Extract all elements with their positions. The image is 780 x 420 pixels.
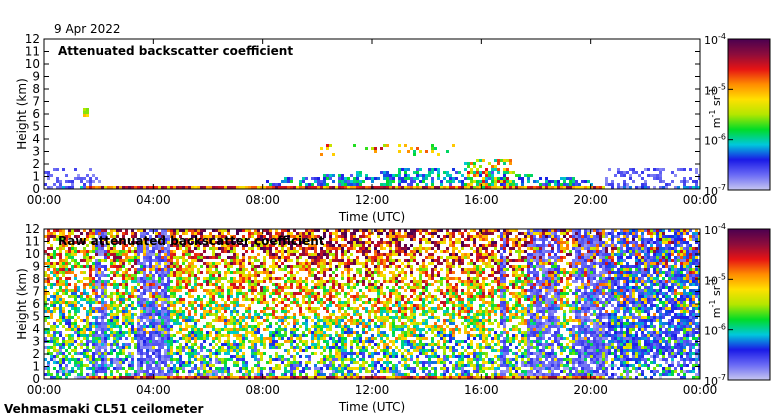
y-axis-label: Height (km): [15, 268, 29, 339]
panel-attenuated-backscatter: Attenuated backscatter coefficient012345…: [15, 32, 771, 224]
y-tick-label: 7: [32, 95, 40, 109]
y-tick-label: 11: [25, 45, 40, 59]
colorbar-tick-label: 10-5: [704, 272, 726, 287]
panel-title: Attenuated backscatter coefficient: [58, 44, 293, 58]
y-tick-label: 5: [32, 310, 40, 324]
y-tick-label: 12: [25, 32, 40, 46]
colorbar-tick-label: 10-4: [704, 32, 726, 47]
y-tick-label: 8: [32, 272, 40, 286]
y-tick-label: 10: [25, 247, 40, 261]
colorbar-tick-label: 10-7: [704, 373, 726, 388]
y-tick-label: 5: [32, 120, 40, 134]
colorbar: [727, 38, 771, 191]
y-axis-label: Height (km): [15, 78, 29, 149]
y-tick-label: 3: [32, 145, 40, 159]
x-axis-label: Time (UTC): [338, 400, 405, 414]
x-tick-label: 00:00: [683, 383, 718, 397]
colorbar-tick-label: 10-5: [704, 82, 726, 97]
y-tick-label: 2: [32, 157, 40, 171]
panel-title: Raw attenuated backscatter coefficient: [58, 234, 325, 248]
x-tick-label: 04:00: [136, 383, 171, 397]
colorbar-unit: m-1 sr-1: [708, 88, 723, 128]
colorbar: [727, 228, 771, 381]
instrument-label: Vehmasmaki CL51 ceilometer: [4, 402, 204, 416]
colorbar-tick-label: 10-7: [704, 183, 726, 198]
x-tick-label: 04:00: [136, 193, 171, 207]
date-label: 9 Apr 2022: [54, 22, 121, 36]
y-tick-label: 0: [32, 372, 40, 386]
y-tick-label: 10: [25, 57, 40, 71]
colorbar-unit: m-1 sr-1: [708, 278, 723, 318]
x-tick-label: 12:00: [355, 383, 390, 397]
y-tick-label: 11: [25, 235, 40, 249]
y-tick-label: 2: [32, 347, 40, 361]
x-tick-label: 08:00: [245, 383, 280, 397]
x-tick-label: 00:00: [27, 193, 62, 207]
x-tick-label: 08:00: [245, 193, 280, 207]
backscatter-field: [44, 229, 700, 379]
x-tick-label: 20:00: [573, 383, 608, 397]
x-tick-label: 16:00: [464, 383, 499, 397]
y-tick-label: 4: [32, 132, 40, 146]
y-tick-label: 6: [32, 297, 40, 311]
x-tick-label: 00:00: [683, 193, 718, 207]
y-tick-label: 8: [32, 82, 40, 96]
y-tick-label: 12: [25, 222, 40, 236]
y-tick-label: 1: [32, 170, 40, 184]
x-tick-label: 00:00: [27, 383, 62, 397]
y-tick-label: 9: [32, 260, 40, 274]
colorbar-tick-label: 10-4: [704, 222, 726, 237]
x-tick-label: 20:00: [573, 193, 608, 207]
y-tick-label: 9: [32, 70, 40, 84]
y-tick-label: 4: [32, 322, 40, 336]
y-tick-label: 0: [32, 182, 40, 196]
panel-raw-attenuated-backscatter: Raw attenuated backscatter coefficient01…: [15, 222, 771, 414]
y-tick-label: 3: [32, 335, 40, 349]
x-tick-label: 16:00: [464, 193, 499, 207]
y-tick-label: 1: [32, 360, 40, 374]
backscatter-field: [44, 108, 700, 189]
x-tick-label: 12:00: [355, 193, 390, 207]
x-axis-label: Time (UTC): [338, 210, 405, 224]
plot-area: [44, 39, 700, 189]
y-tick-label: 7: [32, 285, 40, 299]
colorbar-tick-label: 10-6: [704, 133, 726, 148]
colorbar-tick-label: 10-6: [704, 323, 726, 338]
y-tick-label: 6: [32, 107, 40, 121]
